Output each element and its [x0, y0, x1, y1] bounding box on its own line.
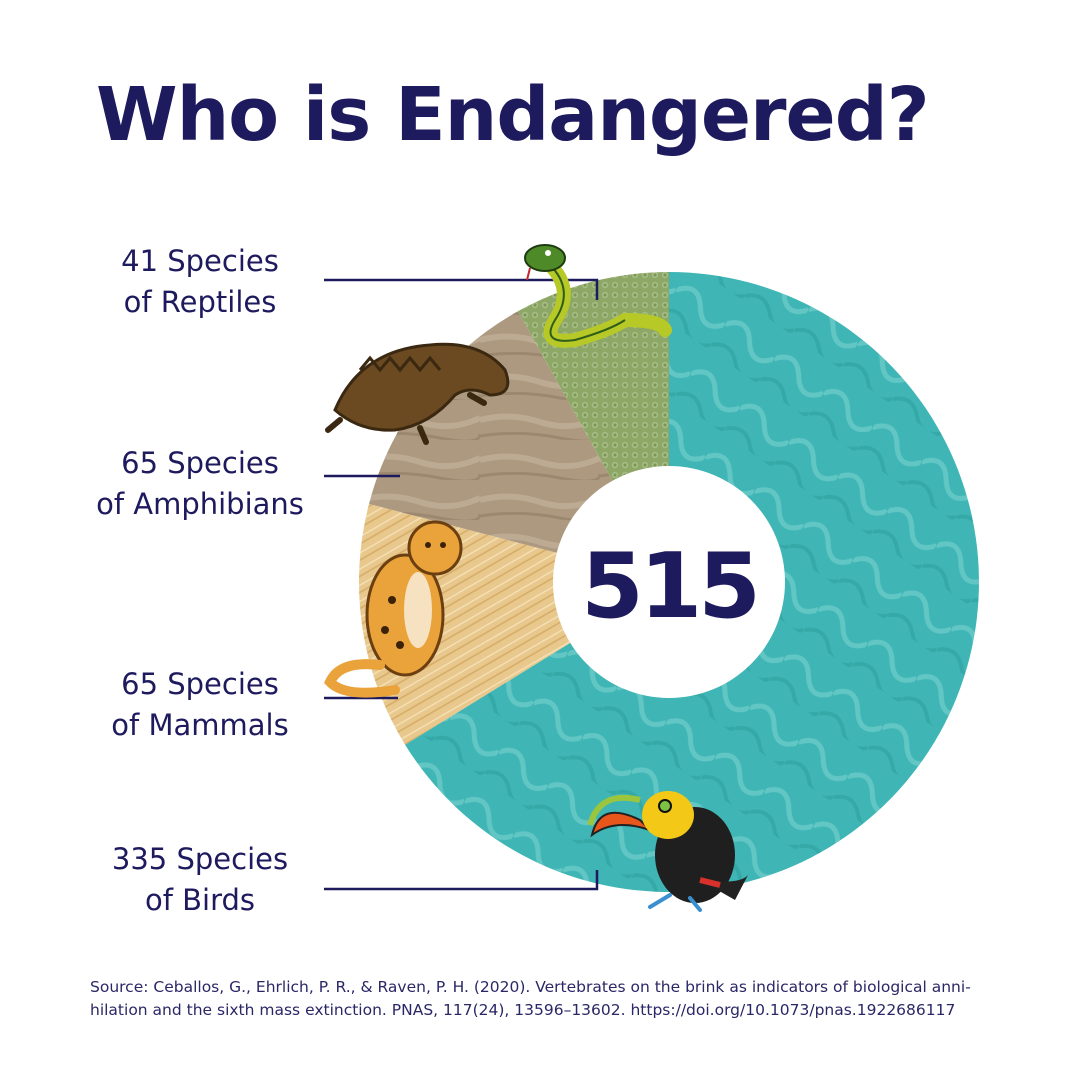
label-amphibians: 65 Species of Amphibians	[78, 443, 322, 525]
chart-title: Who is Endangered?	[96, 72, 930, 158]
label-mammals-line-1: 65 Species	[121, 667, 279, 701]
label-reptiles-line-1: 41 Species	[121, 244, 279, 278]
leader-line-birds	[324, 870, 599, 891]
donut-center-hole	[553, 466, 785, 698]
label-amphibians-line-1: 65 Species	[121, 446, 279, 480]
source-citation: Source: Ceballos, G., Ehrlich, P. R., & …	[90, 978, 971, 1019]
label-birds-line-2: of Birds	[144, 883, 256, 917]
label-mammals: 65 Species of Mammals	[90, 664, 310, 746]
snake-icon	[524, 244, 672, 348]
label-reptiles-line-2: of Reptiles	[123, 285, 277, 319]
label-mammals-line-2: of Mammals	[111, 708, 289, 742]
cheetah-icon	[324, 520, 463, 698]
leader-line-reptiles	[324, 278, 599, 300]
label-birds: 335 Species of Birds	[90, 839, 310, 921]
label-birds-line-1: 335 Species	[111, 842, 289, 876]
label-amphibians-line-2: of Amphibians	[96, 487, 304, 521]
center-total-label: 515	[581, 534, 757, 639]
crocodile-icon	[325, 342, 510, 445]
toucan-icon	[587, 791, 748, 912]
label-reptiles: 41 Species of Reptiles	[100, 241, 300, 323]
